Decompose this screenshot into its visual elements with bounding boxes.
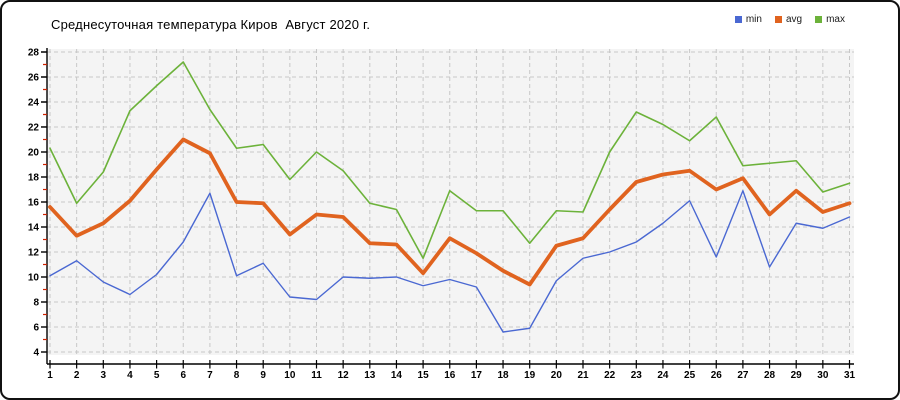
x-tick-label: 23 xyxy=(631,370,643,381)
y-tick-label: 4 xyxy=(33,348,39,359)
x-tick-label: 6 xyxy=(180,370,186,381)
x-tick-label: 24 xyxy=(657,370,669,381)
x-tick-label: 20 xyxy=(551,370,563,381)
x-tick-label: 12 xyxy=(338,370,350,381)
x-tick-label: 28 xyxy=(764,370,776,381)
x-tick-label: 9 xyxy=(260,370,266,381)
legend-label-avg: avg xyxy=(785,14,803,25)
legend-item-min[interactable]: min xyxy=(734,14,762,25)
x-tick-label: 16 xyxy=(444,370,456,381)
legend-item-max[interactable]: max xyxy=(815,14,845,25)
x-tick-label: 30 xyxy=(817,370,829,381)
x-tick-label: 8 xyxy=(234,370,240,381)
max-series-line xyxy=(49,61,851,260)
y-tick-label: 24 xyxy=(28,98,40,109)
x-tick-label: 10 xyxy=(284,370,296,381)
y-tick-label: 10 xyxy=(28,273,40,284)
x-tick-label: 21 xyxy=(577,370,589,381)
legend-label-max: max xyxy=(826,14,845,25)
y-tick-label: 18 xyxy=(28,173,40,184)
x-tick-label: 7 xyxy=(207,370,213,381)
x-tick-label: 29 xyxy=(791,370,803,381)
min-series-line xyxy=(49,190,851,333)
x-tick-label: 15 xyxy=(418,370,430,381)
x-tick-label: 19 xyxy=(524,370,536,381)
legend-label-min: min xyxy=(745,14,762,25)
y-tick-label: 6 xyxy=(33,323,39,334)
y-tick-label: 26 xyxy=(28,73,40,84)
avg-series-line xyxy=(48,137,852,287)
avg-series-swatch-icon xyxy=(774,16,782,23)
x-tick-label: 13 xyxy=(364,370,376,381)
x-tick-label: 25 xyxy=(684,370,696,381)
y-tick-label: 20 xyxy=(28,148,40,159)
y-tick-label: 28 xyxy=(28,48,40,59)
x-tick-label: 14 xyxy=(391,370,403,381)
min-series-swatch-icon xyxy=(734,16,742,23)
legend: min avg max xyxy=(734,14,845,25)
legend-item-avg[interactable]: avg xyxy=(774,14,803,25)
x-tick-label: 3 xyxy=(101,370,107,381)
max-series-swatch-icon xyxy=(815,16,823,23)
x-tick-label: 1 xyxy=(47,370,53,381)
x-tick-label: 27 xyxy=(737,370,749,381)
x-tick-label: 26 xyxy=(711,370,723,381)
x-tick-label: 31 xyxy=(844,370,856,381)
y-tick-label: 8 xyxy=(33,298,39,309)
x-tick-label: 5 xyxy=(154,370,160,381)
y-tick-label: 12 xyxy=(28,248,40,259)
x-tick-label: 22 xyxy=(604,370,616,381)
y-tick-label: 16 xyxy=(28,198,40,209)
x-tick-label: 4 xyxy=(127,370,133,381)
y-tick-label: 22 xyxy=(28,123,40,134)
x-tick-label: 2 xyxy=(74,370,80,381)
x-tick-label: 18 xyxy=(497,370,509,381)
y-tick-label: 14 xyxy=(28,223,40,234)
x-tick-label: 17 xyxy=(471,370,483,381)
x-tick-label: 11 xyxy=(311,370,322,381)
chart-title: Среднесуточная температура Киров Август … xyxy=(51,17,371,32)
